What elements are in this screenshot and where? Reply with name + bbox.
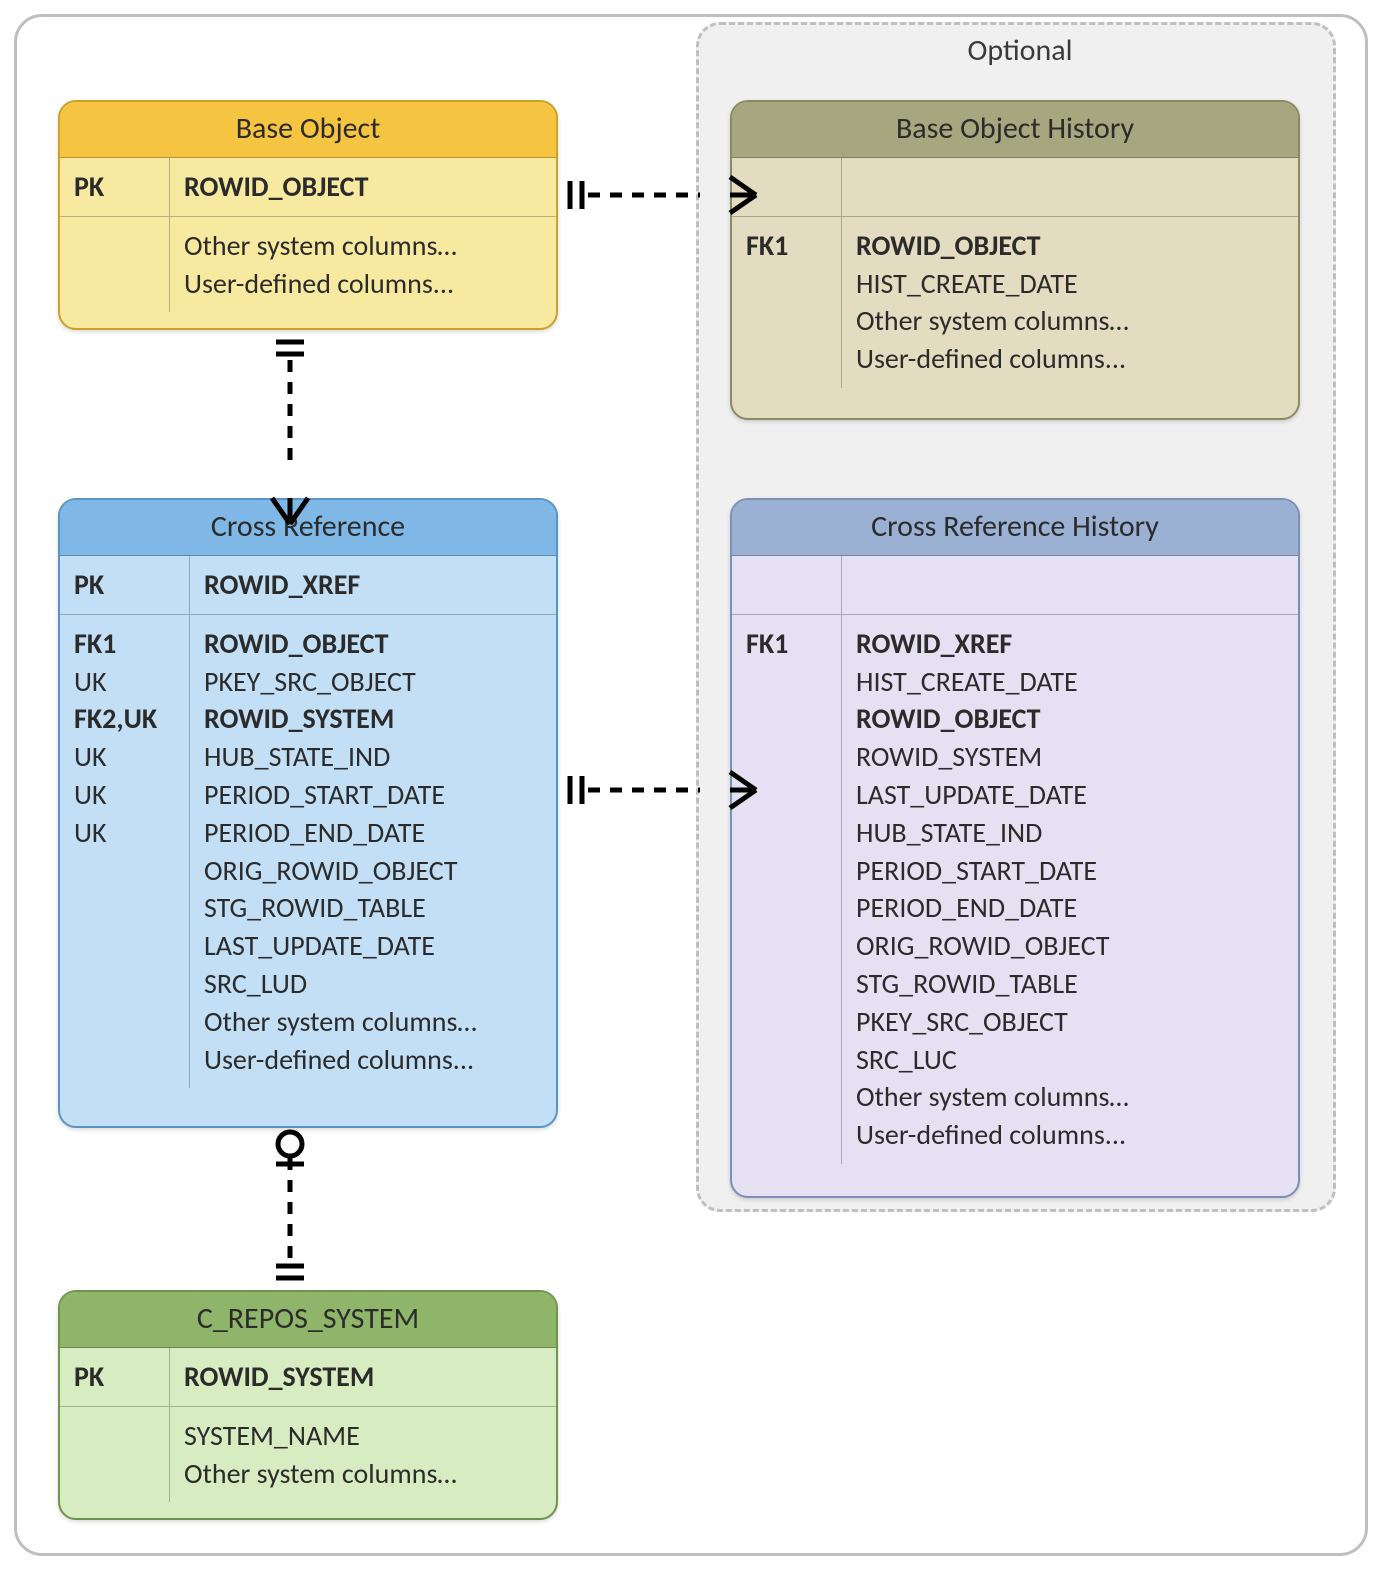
key-column: FK1UKFK2,UKUKUKUK bbox=[60, 615, 190, 1089]
value-cell: PERIOD_END_DATE bbox=[204, 814, 542, 852]
key-cell bbox=[746, 566, 833, 604]
value-cell: Other system columns… bbox=[184, 1455, 542, 1493]
value-column: ROWID_XREF bbox=[190, 556, 556, 614]
value-cell: LAST_UPDATE_DATE bbox=[204, 927, 542, 965]
key-column: FK1 bbox=[732, 615, 842, 1164]
key-cell: FK1 bbox=[746, 625, 833, 663]
value-cell: Other system columns… bbox=[204, 1003, 542, 1041]
value-cell: User-defined columns... bbox=[856, 1116, 1284, 1154]
value-column: ROWID_SYSTEM bbox=[170, 1348, 556, 1406]
key-cell: FK2,UK bbox=[74, 700, 181, 738]
value-cell: ROWID_OBJECT bbox=[184, 168, 542, 206]
value-cell: ORIG_ROWID_OBJECT bbox=[204, 852, 542, 890]
key-cell: UK bbox=[74, 776, 181, 814]
optional-label: Optional bbox=[820, 32, 1220, 69]
key-cell: FK1 bbox=[746, 227, 833, 265]
value-cell: PERIOD_END_DATE bbox=[856, 889, 1284, 927]
entity-title: Base Object bbox=[60, 102, 556, 158]
entity-base-object: Base Object PK ROWID_OBJECT Other system c… bbox=[58, 100, 558, 330]
value-cell: Other system columns… bbox=[184, 227, 542, 265]
value-column: ROWID_OBJECTHIST_CREATE_DATEOther system… bbox=[842, 217, 1298, 388]
entity-body: PK ROWID_SYSTEM SYSTEM_NAMEOther system c… bbox=[60, 1348, 556, 1502]
value-column: SYSTEM_NAMEOther system columns… bbox=[170, 1407, 556, 1503]
entity-title: Cross Reference History bbox=[732, 500, 1298, 556]
value-column bbox=[842, 158, 1298, 216]
entity-cross-reference-history: Cross Reference History FK1ROWID_XREFHIS… bbox=[730, 498, 1300, 1198]
value-cell: ROWID_XREF bbox=[856, 625, 1284, 663]
value-cell: ROWID_OBJECT bbox=[856, 227, 1284, 265]
key-column: PK bbox=[60, 158, 170, 216]
entity-section bbox=[732, 158, 1298, 216]
value-column: ROWID_OBJECT bbox=[170, 158, 556, 216]
entity-title: C_REPOS_SYSTEM bbox=[60, 1292, 556, 1348]
value-column bbox=[842, 556, 1298, 614]
entity-section bbox=[732, 556, 1298, 614]
value-cell: HIST_CREATE_DATE bbox=[856, 663, 1284, 701]
value-cell: Other system columns… bbox=[856, 1078, 1284, 1116]
key-cell: FK1 bbox=[74, 625, 181, 663]
value-cell: HUB_STATE_IND bbox=[204, 738, 542, 776]
value-column: ROWID_OBJECTPKEY_SRC_OBJECTROWID_SYSTEMH… bbox=[190, 615, 556, 1089]
key-cell: PK bbox=[74, 168, 161, 206]
value-cell: ROWID_SYSTEM bbox=[856, 738, 1284, 776]
entity-section: PK ROWID_OBJECT bbox=[60, 158, 556, 216]
key-column bbox=[732, 556, 842, 614]
value-cell: ORIG_ROWID_OBJECT bbox=[856, 927, 1284, 965]
value-cell: SRC_LUC bbox=[856, 1041, 1284, 1079]
entity-section: FK1ROWID_OBJECTHIST_CREATE_DATEOther sys… bbox=[732, 216, 1298, 388]
value-cell: Other system columns… bbox=[856, 302, 1284, 340]
entity-section: FK1UKFK2,UKUKUKUKROWID_OBJECTPKEY_SRC_OB… bbox=[60, 614, 556, 1089]
entity-section: PK ROWID_XREF bbox=[60, 556, 556, 614]
value-cell: LAST_UPDATE_DATE bbox=[856, 776, 1284, 814]
key-column bbox=[732, 158, 842, 216]
value-cell: SYSTEM_NAME bbox=[184, 1417, 542, 1455]
key-cell: UK bbox=[74, 814, 181, 852]
value-cell: User-defined columns... bbox=[204, 1041, 542, 1079]
entity-cross-reference: Cross ReferencePKROWID_XREFFK1UKFK2,UKUK… bbox=[58, 498, 558, 1128]
key-cell bbox=[74, 227, 161, 265]
key-cell bbox=[746, 168, 833, 206]
value-column: Other system columns…User-defined column… bbox=[170, 217, 556, 313]
entity-body: FK1ROWID_XREFHIST_CREATE_DATEROWID_OBJEC… bbox=[732, 556, 1298, 1164]
entity-body: PKROWID_XREFFK1UKFK2,UKUKUKUKROWID_OBJEC… bbox=[60, 556, 556, 1088]
value-cell: STG_ROWID_TABLE bbox=[856, 965, 1284, 1003]
key-column: PK bbox=[60, 556, 190, 614]
value-cell: User-defined columns... bbox=[856, 340, 1284, 378]
entity-section: SYSTEM_NAMEOther system columns… bbox=[60, 1406, 556, 1503]
entity-c-repos-system: C_REPOS_SYSTEM PK ROWID_SYSTEM SYSTEM_NAME… bbox=[58, 1290, 558, 1520]
value-cell: ROWID_SYSTEM bbox=[184, 1358, 542, 1396]
value-cell: PERIOD_START_DATE bbox=[204, 776, 542, 814]
value-cell: User-defined columns... bbox=[184, 265, 542, 303]
entity-section: FK1ROWID_XREFHIST_CREATE_DATEROWID_OBJEC… bbox=[732, 614, 1298, 1164]
key-cell: PK bbox=[74, 566, 181, 604]
value-cell: PERIOD_START_DATE bbox=[856, 852, 1284, 890]
key-cell: PK bbox=[74, 1358, 161, 1396]
value-cell: ROWID_XREF bbox=[204, 566, 542, 604]
entity-body: FK1ROWID_OBJECTHIST_CREATE_DATEOther sys… bbox=[732, 158, 1298, 388]
value-column: ROWID_XREFHIST_CREATE_DATEROWID_OBJECTRO… bbox=[842, 615, 1298, 1164]
entity-body: PK ROWID_OBJECT Other system columns…User… bbox=[60, 158, 556, 312]
value-cell: HUB_STATE_IND bbox=[856, 814, 1284, 852]
entity-title: Cross Reference bbox=[60, 500, 556, 556]
value-cell: PKEY_SRC_OBJECT bbox=[204, 663, 542, 701]
key-column bbox=[60, 1407, 170, 1503]
value-cell: STG_ROWID_TABLE bbox=[204, 889, 542, 927]
entity-base-object-history: Base Object History FK1ROWID_OBJECTHIST_… bbox=[730, 100, 1300, 420]
value-cell: PKEY_SRC_OBJECT bbox=[856, 1003, 1284, 1041]
key-cell: UK bbox=[74, 663, 181, 701]
key-cell: UK bbox=[74, 738, 181, 776]
entity-title: Base Object History bbox=[732, 102, 1298, 158]
key-column bbox=[60, 217, 170, 313]
value-cell: SRC_LUD bbox=[204, 965, 542, 1003]
value-cell: HIST_CREATE_DATE bbox=[856, 265, 1284, 303]
key-column: FK1 bbox=[732, 217, 842, 388]
key-column: PK bbox=[60, 1348, 170, 1406]
entity-section: Other system columns…User-defined column… bbox=[60, 216, 556, 313]
value-cell: ROWID_OBJECT bbox=[856, 700, 1284, 738]
key-cell bbox=[74, 1417, 161, 1455]
entity-section: PK ROWID_SYSTEM bbox=[60, 1348, 556, 1406]
value-cell: ROWID_OBJECT bbox=[204, 625, 542, 663]
value-cell: ROWID_SYSTEM bbox=[204, 700, 542, 738]
